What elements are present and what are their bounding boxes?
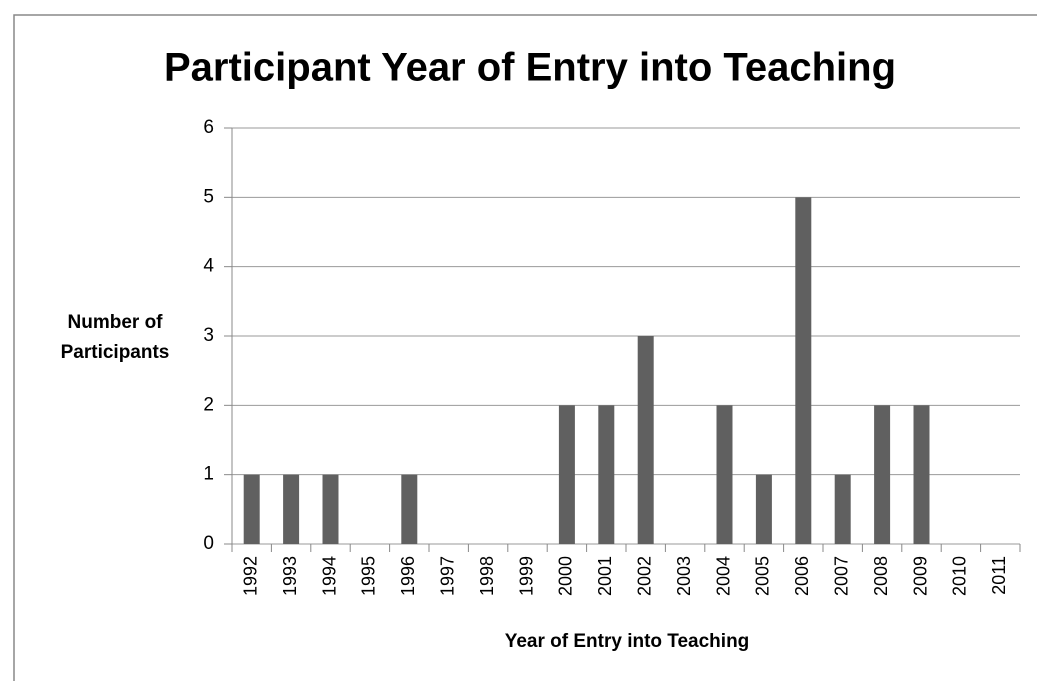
x-tick-label: 2003	[674, 556, 694, 596]
bar	[322, 474, 339, 544]
x-tick-label: 1997	[437, 556, 457, 596]
x-tick-label: 1999	[516, 556, 536, 596]
bar	[558, 405, 575, 544]
y-tick-label: 5	[203, 186, 214, 207]
chart-border	[13, 14, 1037, 681]
y-tick-label: 0	[203, 533, 214, 554]
x-tick-label: 1994	[319, 556, 339, 596]
chart-title: Participant Year of Entry into Teaching	[164, 46, 896, 90]
x-tick-label: 2006	[792, 556, 812, 596]
bar	[598, 405, 615, 544]
bar	[637, 336, 654, 544]
bar	[913, 405, 930, 544]
bar	[795, 197, 812, 545]
x-tick-label: 2005	[753, 556, 773, 596]
x-axis-title: Year of Entry into Teaching	[505, 631, 750, 652]
x-tick-label: 2010	[950, 556, 970, 596]
y-tick-label: 2	[203, 394, 214, 415]
x-tick-label: 2004	[713, 556, 733, 596]
x-tick-label: 2011	[989, 556, 1009, 595]
x-tick-label: 1995	[359, 556, 379, 596]
bar	[243, 474, 260, 544]
bar	[283, 474, 300, 544]
x-tick-label: 2008	[871, 556, 891, 596]
x-tick-label: 2002	[634, 556, 654, 596]
bar	[401, 474, 418, 544]
y-tick-label: 3	[203, 325, 214, 346]
x-tick-label: 1998	[477, 556, 497, 596]
bar	[716, 405, 733, 544]
x-tick-label: 2009	[910, 556, 930, 596]
bar	[755, 474, 772, 544]
x-tick-label: 1993	[280, 556, 300, 596]
bar	[874, 405, 891, 544]
x-tick-label: 2007	[831, 556, 851, 596]
y-tick-label: 1	[203, 464, 214, 485]
y-axis-title: Number of Participants	[60, 312, 170, 363]
x-tick-label: 1992	[240, 556, 260, 596]
x-tick-label: 2000	[556, 556, 576, 596]
x-tick-label: 2001	[595, 556, 615, 596]
y-tick-label: 6	[203, 117, 214, 138]
bar	[834, 474, 851, 544]
x-tick-label: 1996	[398, 556, 418, 596]
y-tick-label: 4	[203, 256, 214, 277]
